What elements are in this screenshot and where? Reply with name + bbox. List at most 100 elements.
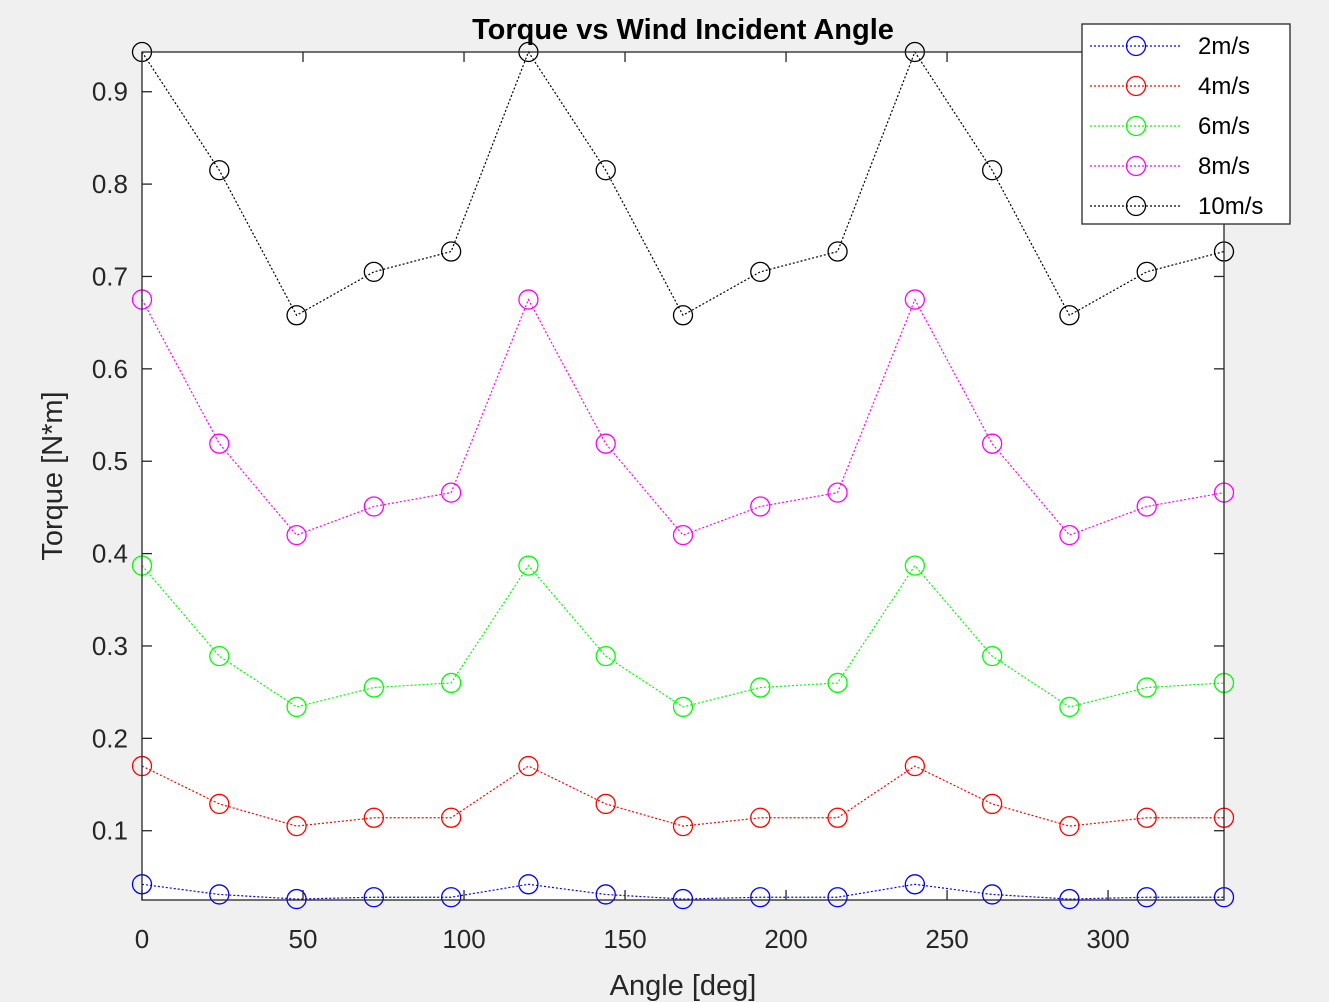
y-tick-label: 0.9 [92,77,128,107]
data-point [750,807,771,828]
y-tick-label: 0.5 [92,446,128,476]
legend-label: 10m/s [1198,193,1263,220]
data-point [750,887,771,908]
legend-marker-swatch [1125,35,1147,57]
data-point [672,888,694,910]
y-tick-label: 0.1 [92,816,128,846]
x-tick-label: 50 [289,924,318,954]
data-point [286,524,307,546]
x-axis-label: Angle [deg] [610,970,757,1002]
data-point [518,874,539,895]
data-point [440,887,462,908]
data-point [209,884,230,905]
data-point [1059,888,1080,910]
data-point [209,793,230,815]
data-point [981,160,1003,181]
data-point [827,241,848,262]
series-4ms [131,755,1235,837]
data-point [518,289,539,310]
data-point [1059,524,1080,546]
series-line [141,883,1224,900]
legend-label: 6m/s [1198,113,1250,140]
data-point [1136,261,1157,283]
data-point [440,482,462,503]
legend-marker-swatch [1125,155,1147,177]
data-point [904,555,926,576]
legend: 2m/s 4m/s 6m/s 8m/s 10m/s [1081,23,1291,225]
data-point [827,482,848,503]
data-point [440,672,462,694]
x-tick-label: 150 [603,924,646,954]
x-tick-label: 0 [135,924,149,954]
data-point [286,888,307,910]
data-point [286,815,307,837]
series-2ms [131,874,1235,910]
data-point [750,261,771,283]
y-tick-label: 0.4 [92,539,128,569]
data-point [595,793,616,815]
data-point [1136,496,1157,517]
data-point [672,696,694,718]
data-point [750,677,771,698]
data-point [518,755,539,777]
data-point [518,555,539,576]
y-tick-label: 0.6 [92,354,128,384]
data-point [827,807,848,828]
data-point [595,160,616,181]
data-point [827,672,848,694]
chart-title: Torque vs Wind Incident Angle [472,14,894,46]
data-point [1059,815,1080,837]
data-point [981,433,1003,454]
series-8ms [131,289,1235,546]
tick-layer: 0 50 100 150 200 250 300 0.1 0.2 0.3 0.4 0.5 0.6 0.7 0… [92,52,1224,954]
legend-item: 8m/s [1090,153,1250,180]
x-tick-label: 300 [1086,924,1129,954]
data-point [209,645,230,667]
data-point [209,433,230,454]
legend-marker-swatch [1125,115,1147,137]
data-point [1136,677,1157,698]
legend-box [1081,23,1291,225]
data-point [363,887,385,908]
legend-marker-swatch [1125,75,1147,97]
data-point [981,884,1003,905]
series-10ms [131,41,1235,326]
legend-item: 4m/s [1090,73,1250,100]
data-point [904,874,926,895]
data-point [595,884,616,905]
y-axis-label: Torque [N*m] [37,391,69,560]
data-point [904,289,926,310]
data-point [1136,887,1157,908]
data-point [363,496,385,517]
axes-box [141,51,1225,901]
series-line [141,765,1224,827]
data-point [595,645,616,667]
legend-item: 2m/s [1090,33,1250,60]
data-point [904,755,926,777]
data-point [981,645,1003,667]
legend-marker-swatch [1125,195,1147,217]
y-tick-label: 0.3 [92,631,128,661]
data-point [286,696,307,718]
data-point [1136,807,1157,828]
x-tick-label: 200 [764,924,807,954]
series-line [141,50,1225,317]
y-tick-label: 0.8 [92,169,128,199]
y-tick-label: 0.2 [92,723,128,753]
legend-label: 2m/s [1198,33,1250,60]
x-tick-label: 250 [925,924,968,954]
data-point [440,807,462,828]
data-point [827,887,848,908]
data-point [672,815,694,837]
data-point [1059,305,1080,326]
plot-area [142,52,1224,900]
data-point [363,261,385,283]
data-point [1059,696,1080,718]
series-line [141,564,1225,708]
data-point [750,496,771,517]
legend-label: 8m/s [1198,153,1250,180]
data-point [286,305,307,326]
data-point [595,433,616,454]
data-point [363,807,385,828]
